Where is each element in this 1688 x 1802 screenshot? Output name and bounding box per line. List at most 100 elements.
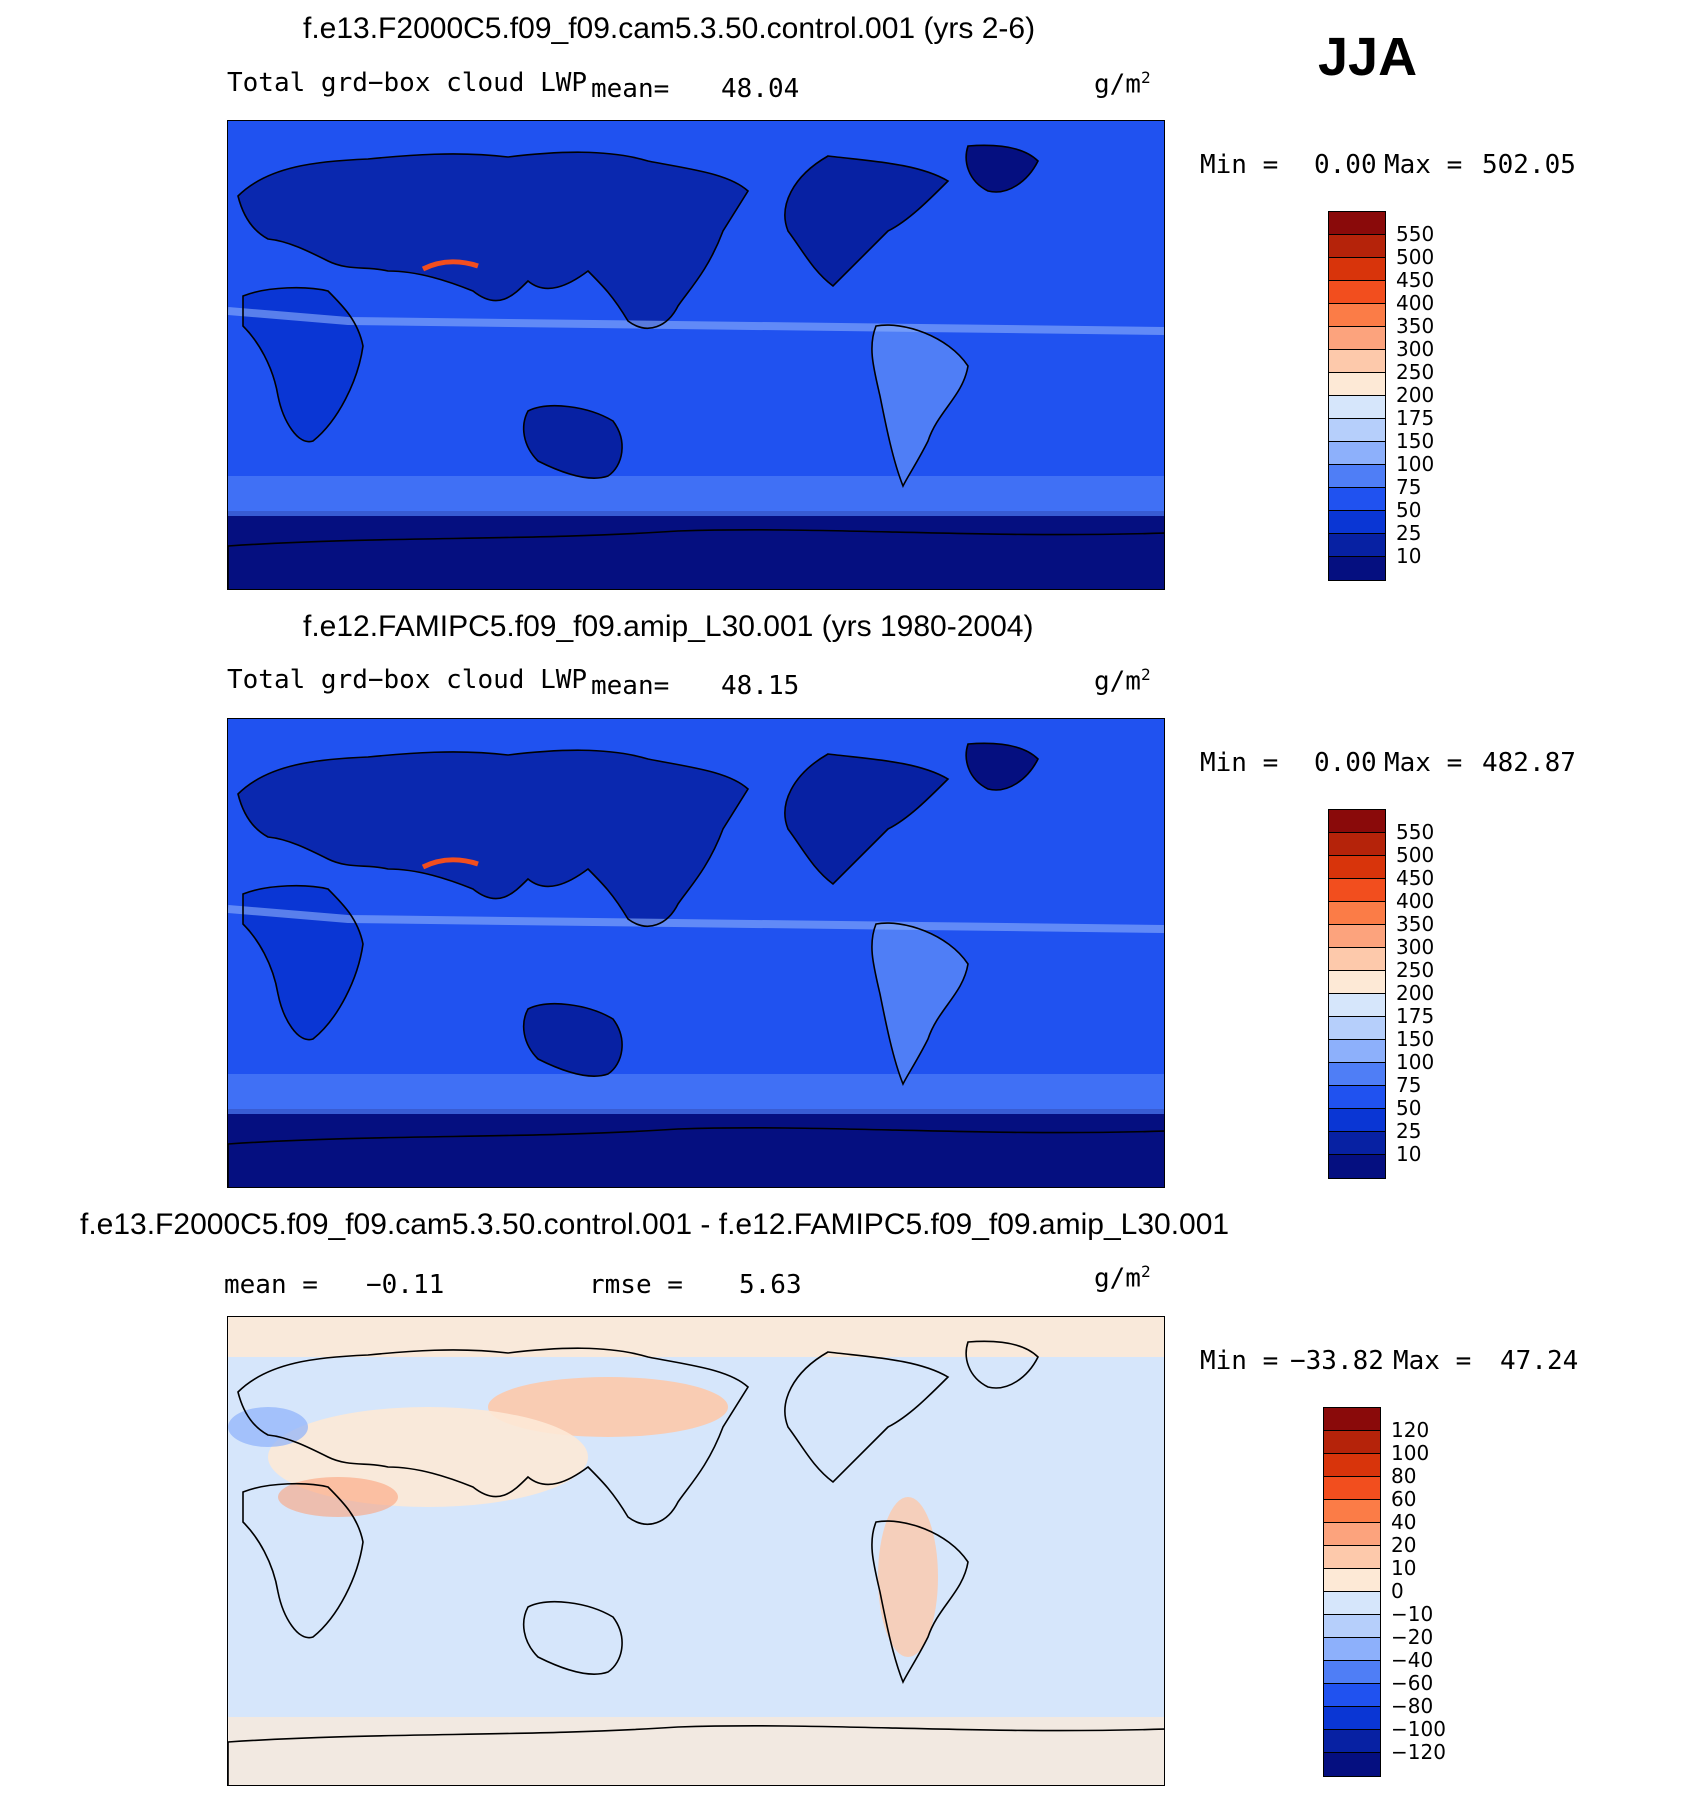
colorbar-tick-label: 10 <box>1396 1142 1422 1166</box>
colorbar-tick-label: 400 <box>1396 889 1435 913</box>
colorbar-tick-label: 300 <box>1396 337 1435 361</box>
colorbar-tick-label: 25 <box>1396 1119 1422 1143</box>
colorbar-swatch <box>1324 1753 1380 1776</box>
colorbar-swatch <box>1324 1592 1380 1615</box>
map-coastline <box>965 144 1039 193</box>
panel-1-max-value: 502.05 <box>1482 150 1576 180</box>
colorbar-swatch <box>1329 350 1385 373</box>
colorbar-tick-label: 175 <box>1396 1004 1435 1028</box>
colorbar-tick-label: −40 <box>1391 1648 1434 1672</box>
panel-2-max-value: 482.87 <box>1482 748 1576 778</box>
map-storm-track <box>228 476 1164 516</box>
map-coastline <box>228 1725 1164 1785</box>
colorbar-tick-label: 20 <box>1391 1533 1417 1557</box>
panel-3-mean-label: mean = <box>224 1270 318 1300</box>
map-coastline <box>228 1127 1164 1187</box>
panel-3-colorbar <box>1323 1407 1381 1777</box>
map-field-arctic-band <box>228 1317 1164 1357</box>
colorbar-swatch <box>1324 1638 1380 1661</box>
panel-3-min-label: Min = <box>1200 1346 1279 1376</box>
colorbar-swatch <box>1329 948 1385 971</box>
colorbar-swatch <box>1324 1523 1380 1546</box>
colorbar-swatch <box>1329 1063 1385 1086</box>
colorbar-swatch <box>1324 1431 1380 1454</box>
map-coastline <box>965 1340 1039 1389</box>
colorbar-swatch <box>1329 1017 1385 1040</box>
map-field-itcz <box>228 905 1164 933</box>
map-coastline <box>871 1520 969 1684</box>
panel-1-min-value: 0.00 <box>1314 150 1377 180</box>
panel-2-variable-label: Total grd−box cloud LWP <box>227 665 588 695</box>
map-field-positive-anomaly <box>878 1497 938 1657</box>
map-coastline <box>522 1003 623 1077</box>
colorbar-tick-label: 175 <box>1396 406 1435 430</box>
map-field-himalaya-max <box>421 259 479 272</box>
panel-1-mean-label: mean= <box>591 74 670 104</box>
panel-1-colorbar <box>1328 211 1386 581</box>
colorbar-swatch <box>1329 1086 1385 1109</box>
panel-2-title: f.e12.FAMIPC5.f09_f09.amip_L30.001 (yrs … <box>303 610 1034 643</box>
map-coastline <box>784 155 950 288</box>
map-coastline <box>237 151 750 330</box>
colorbar-swatch <box>1324 1500 1380 1523</box>
panel-1-map <box>227 120 1165 590</box>
colorbar-swatch <box>1329 373 1385 396</box>
colorbar-swatch <box>1329 396 1385 419</box>
map-field-antarctic-band <box>228 1717 1164 1785</box>
map-field-eurasia <box>238 750 748 927</box>
panel-2-units: g/m2 <box>1094 665 1151 697</box>
map-field-australia <box>523 1003 623 1077</box>
panel-2-max-label: Max = <box>1384 748 1463 778</box>
colorbar-swatch <box>1324 1707 1380 1730</box>
colorbar-tick-label: 40 <box>1391 1510 1417 1534</box>
colorbar-swatch <box>1329 902 1385 925</box>
colorbar-tick-label: 200 <box>1396 981 1435 1005</box>
map-polar-band <box>228 511 1164 589</box>
colorbar-tick-label: −100 <box>1391 1717 1446 1741</box>
panel-1-title: f.e13.F2000C5.f09_f09.cam5.3.50.control.… <box>303 12 1036 45</box>
map-coastline <box>522 1601 623 1675</box>
panel-3-rmse-label: rmse = <box>589 1270 683 1300</box>
colorbar-swatch <box>1324 1569 1380 1592</box>
colorbar-swatch <box>1329 810 1385 833</box>
map-coastline <box>965 742 1039 791</box>
colorbar-swatch <box>1329 327 1385 350</box>
colorbar-tick-label: 75 <box>1396 475 1422 499</box>
map-field-itcz <box>228 307 1164 335</box>
colorbar-swatch <box>1324 1615 1380 1638</box>
colorbar-swatch <box>1324 1730 1380 1753</box>
map-coastline <box>522 405 623 479</box>
map-field-africa <box>243 287 363 442</box>
colorbar-tick-label: 75 <box>1396 1073 1422 1097</box>
colorbar-tick-label: 150 <box>1396 429 1435 453</box>
map-field-greenland <box>966 145 1038 192</box>
panel-3-mean-value: −0.11 <box>366 1270 445 1300</box>
map-field-australia <box>523 405 623 479</box>
colorbar-tick-label: 450 <box>1396 866 1435 890</box>
colorbar-tick-label: −20 <box>1391 1625 1434 1649</box>
colorbar-tick-label: −120 <box>1391 1740 1446 1764</box>
colorbar-swatch <box>1329 442 1385 465</box>
panel-3-rmse-value: 5.63 <box>739 1270 802 1300</box>
panel-1-variable-label: Total grd−box cloud LWP <box>227 68 588 98</box>
map-field-north-america <box>784 156 948 286</box>
panel-1-max-label: Max = <box>1384 150 1463 180</box>
panel-3-units: g/m2 <box>1094 1262 1151 1294</box>
colorbar-tick-label: 250 <box>1396 958 1435 982</box>
colorbar-tick-label: 150 <box>1396 1027 1435 1051</box>
colorbar-swatch <box>1329 304 1385 327</box>
colorbar-tick-label: 10 <box>1396 544 1422 568</box>
colorbar-tick-label: 250 <box>1396 360 1435 384</box>
colorbar-tick-label: 100 <box>1396 1050 1435 1074</box>
colorbar-swatch <box>1329 856 1385 879</box>
colorbar-swatch <box>1329 534 1385 557</box>
panel-2-map <box>227 718 1165 1188</box>
map-coastline <box>242 1482 364 1639</box>
colorbar-tick-label: 120 <box>1391 1418 1430 1442</box>
colorbar-tick-label: 500 <box>1396 245 1435 269</box>
map-coastline <box>237 1347 750 1526</box>
colorbar-swatch <box>1329 925 1385 948</box>
map-coastline <box>242 884 364 1041</box>
colorbar-tick-label: 300 <box>1396 935 1435 959</box>
colorbar-swatch <box>1324 1454 1380 1477</box>
